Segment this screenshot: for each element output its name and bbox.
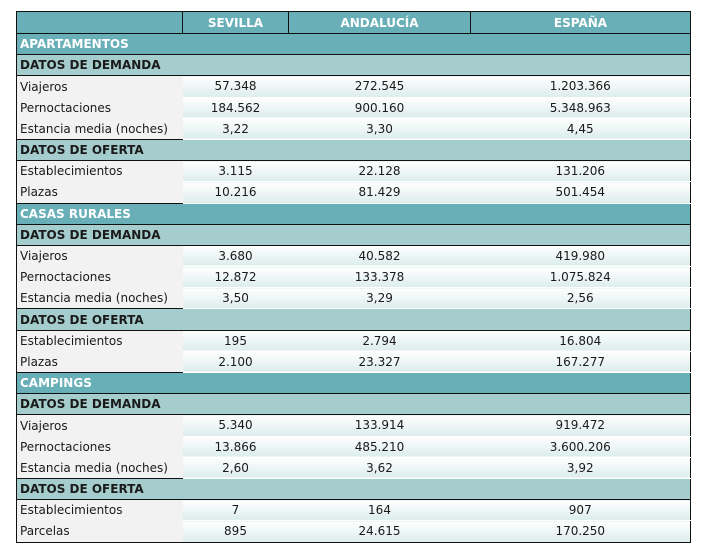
- value-cell: 3.115: [182, 160, 289, 183]
- row-label: Viajeros: [16, 245, 183, 267]
- value-cell: 4,45: [470, 118, 691, 140]
- value-cell: 13.866: [182, 436, 289, 458]
- subsection-row: DATOS DE DEMANDA: [16, 223, 691, 246]
- value-cell: 419.980: [470, 245, 691, 268]
- value-cell: 5.340: [182, 414, 289, 437]
- row-label: Estancia media (noches): [16, 118, 183, 140]
- header-espana: ESPAÑA: [470, 11, 691, 34]
- table-row: Establecimientos 3.115 22.128 131.206: [16, 160, 691, 183]
- value-cell: 3,22: [182, 118, 289, 140]
- value-cell: 3.600.206: [470, 436, 691, 458]
- section-title: CASAS RURALES: [16, 202, 691, 225]
- row-label: Estancia media (noches): [16, 457, 183, 479]
- value-cell: 131.206: [470, 160, 691, 183]
- subsection-row: DATOS DE DEMANDA: [16, 393, 691, 416]
- row-label: Pernoctaciones: [16, 97, 183, 119]
- value-cell: 24.615: [288, 520, 471, 543]
- table-row: Viajeros 3.680 40.582 419.980: [16, 245, 691, 268]
- header-row: SEVILLA ANDALUCÍA ESPAÑA: [16, 11, 691, 34]
- subsection-row: DATOS DE DEMANDA: [16, 54, 691, 77]
- row-label: Viajeros: [16, 75, 183, 98]
- value-cell: 1.203.366: [470, 75, 691, 98]
- subsection-row: DATOS DE OFERTA: [16, 308, 691, 331]
- row-label: Pernoctaciones: [16, 266, 183, 288]
- value-cell: 3,50: [182, 287, 289, 310]
- value-cell: 3,29: [288, 287, 471, 310]
- value-cell: 167.277: [470, 351, 691, 374]
- table-row: Estancia media (noches) 3,50 3,29 2,56: [16, 287, 691, 310]
- value-cell: 900.160: [288, 97, 471, 119]
- row-label: Establecimientos: [16, 160, 183, 182]
- value-cell: 164: [288, 499, 471, 522]
- table-row: Estancia media (noches) 2,60 3,62 3,92: [16, 457, 691, 479]
- value-cell: 170.250: [470, 520, 691, 543]
- value-cell: 40.582: [288, 245, 471, 268]
- row-label: Estancia media (noches): [16, 287, 183, 309]
- value-cell: 184.562: [182, 97, 289, 119]
- value-cell: 7: [182, 499, 289, 522]
- table-row: Establecimientos 195 2.794 16.804: [16, 330, 691, 352]
- value-cell: 3,92: [470, 457, 691, 479]
- value-cell: 16.804: [470, 330, 691, 352]
- value-cell: 2,60: [182, 457, 289, 479]
- section-row: CAMPINGS: [16, 371, 691, 394]
- tourism-data-table: SEVILLA ANDALUCÍA ESPAÑA APARTAMENTOS DAT…: [16, 11, 691, 543]
- table-row: Parcelas 895 24.615 170.250: [16, 520, 691, 543]
- value-cell: 12.872: [182, 266, 289, 289]
- subsection-title: DATOS DE DEMANDA: [16, 223, 691, 246]
- table-row: Viajeros 5.340 133.914 919.472: [16, 414, 691, 437]
- header-sevilla: SEVILLA: [182, 11, 289, 34]
- row-label: Parcelas: [16, 520, 183, 543]
- row-label: Viajeros: [16, 414, 183, 437]
- header-blank: [16, 11, 183, 34]
- row-label: Establecimientos: [16, 330, 183, 352]
- value-cell: 2.794: [288, 330, 471, 352]
- value-cell: 81.429: [288, 181, 471, 204]
- value-cell: 22.128: [288, 160, 471, 183]
- subsection-title: DATOS DE DEMANDA: [16, 54, 691, 77]
- value-cell: 133.378: [288, 266, 471, 289]
- subsection-title: DATOS DE OFERTA: [16, 477, 691, 501]
- subsection-title: DATOS DE OFERTA: [16, 138, 691, 162]
- value-cell: 5.348.963: [470, 97, 691, 119]
- subsection-row: DATOS DE OFERTA: [16, 477, 691, 501]
- value-cell: 57.348: [182, 75, 289, 98]
- value-cell: 3,62: [288, 457, 471, 479]
- value-cell: 907: [470, 499, 691, 522]
- row-label: Plazas: [16, 181, 183, 203]
- row-label: Plazas: [16, 351, 183, 373]
- value-cell: 501.454: [470, 181, 691, 204]
- table-row: Pernoctaciones 184.562 900.160 5.348.963: [16, 97, 691, 119]
- value-cell: 195: [182, 330, 289, 352]
- table-row: Plazas 10.216 81.429 501.454: [16, 181, 691, 204]
- section-title: APARTAMENTOS: [16, 32, 691, 55]
- header-andalucia: ANDALUCÍA: [288, 11, 471, 34]
- table-row: Estancia media (noches) 3,22 3,30 4,45: [16, 118, 691, 140]
- value-cell: 272.545: [288, 75, 471, 98]
- value-cell: 485.210: [288, 436, 471, 458]
- subsection-title: DATOS DE OFERTA: [16, 308, 691, 331]
- row-label: Pernoctaciones: [16, 436, 183, 458]
- table-row: Viajeros 57.348 272.545 1.203.366: [16, 75, 691, 98]
- table-row: Pernoctaciones 12.872 133.378 1.075.824: [16, 266, 691, 289]
- section-title: CAMPINGS: [16, 371, 691, 394]
- value-cell: 3.680: [182, 245, 289, 268]
- section-row: APARTAMENTOS: [16, 32, 691, 55]
- value-cell: 133.914: [288, 414, 471, 437]
- row-label: Establecimientos: [16, 499, 183, 521]
- table-row: Plazas 2.100 23.327 167.277: [16, 351, 691, 374]
- value-cell: 2.100: [182, 351, 289, 374]
- table-row: Pernoctaciones 13.866 485.210 3.600.206: [16, 436, 691, 458]
- table-row: Establecimientos 7 164 907: [16, 499, 691, 522]
- value-cell: 1.075.824: [470, 266, 691, 289]
- subsection-row: DATOS DE OFERTA: [16, 138, 691, 162]
- value-cell: 919.472: [470, 414, 691, 437]
- section-row: CASAS RURALES: [16, 202, 691, 225]
- value-cell: 2,56: [470, 287, 691, 310]
- value-cell: 10.216: [182, 181, 289, 204]
- value-cell: 3,30: [288, 118, 471, 140]
- value-cell: 895: [182, 520, 289, 543]
- subsection-title: DATOS DE DEMANDA: [16, 393, 691, 416]
- value-cell: 23.327: [288, 351, 471, 374]
